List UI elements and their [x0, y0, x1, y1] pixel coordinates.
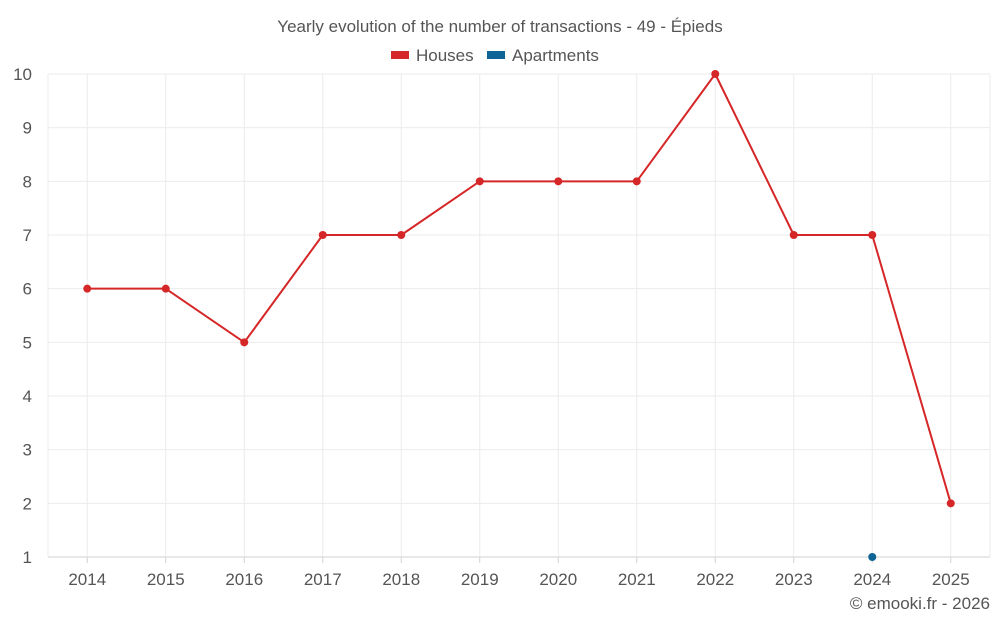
legend-swatch-apartments [487, 51, 505, 59]
y-tick-label: 10 [13, 65, 32, 84]
x-axis-ticks: 2014 2015 2016 2017 2018 2019 2020 2021 2022 2023… [68, 570, 969, 589]
y-tick-label: 8 [23, 172, 32, 191]
legend: Houses Apartments [391, 46, 599, 65]
data-point-houses-2023[interactable] [789, 231, 798, 239]
x-tick-label: 2024 [853, 570, 891, 589]
data-point-houses-2022[interactable] [711, 70, 720, 78]
series [83, 70, 955, 561]
x-tick-label: 2015 [147, 570, 185, 589]
x-tick-label: 2020 [539, 570, 577, 589]
x-tick-label: 2019 [461, 570, 499, 589]
y-axis-ticks: 1 2 3 4 5 6 7 8 9 10 [13, 65, 32, 567]
x-tick-label: 2021 [618, 570, 656, 589]
grid [47, 73, 991, 563]
credit-text: © emooki.fr - 2026 [850, 594, 990, 613]
data-point-houses-2015[interactable] [161, 284, 170, 293]
x-tick-label: 2016 [225, 570, 263, 589]
legend-label-apartments: Apartments [512, 46, 599, 65]
y-tick-label: 4 [23, 387, 32, 406]
data-point-houses-2024[interactable] [868, 231, 877, 239]
y-tick-label: 7 [23, 226, 32, 245]
data-point-apartments-2024[interactable] [868, 553, 877, 561]
x-tick-label: 2023 [775, 570, 813, 589]
legend-item-houses[interactable]: Houses [391, 46, 474, 65]
y-tick-label: 1 [23, 548, 32, 567]
data-point-houses-2020[interactable] [554, 177, 563, 186]
y-tick-label: 6 [23, 280, 32, 299]
chart-title: Yearly evolution of the number of transa… [277, 17, 722, 36]
x-tick-label: 2022 [696, 570, 734, 589]
y-tick-label: 2 [23, 494, 32, 513]
x-tick-label: 2018 [382, 570, 420, 589]
x-tick-label: 2017 [304, 570, 342, 589]
data-point-houses-2014[interactable] [83, 284, 92, 293]
legend-item-apartments[interactable]: Apartments [487, 46, 599, 65]
legend-swatch-houses [391, 51, 409, 59]
x-tick-label: 2025 [932, 570, 970, 589]
x-tick-label: 2014 [68, 570, 106, 589]
data-point-houses-2025[interactable] [946, 499, 955, 508]
legend-label-houses: Houses [416, 46, 474, 65]
y-tick-label: 3 [23, 441, 32, 460]
series-line-houses [87, 73, 952, 504]
data-point-houses-2019[interactable] [475, 177, 484, 186]
y-tick-label: 9 [23, 119, 32, 138]
y-tick-label: 5 [23, 333, 32, 352]
data-point-houses-2016[interactable] [240, 338, 249, 347]
data-point-houses-2017[interactable] [318, 231, 327, 239]
data-point-houses-2018[interactable] [397, 231, 406, 239]
data-point-houses-2021[interactable] [632, 177, 641, 186]
